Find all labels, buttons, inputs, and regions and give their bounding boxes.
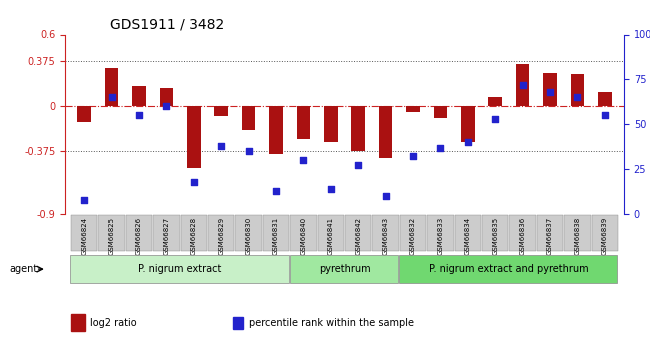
Text: GSM66839: GSM66839 <box>602 217 608 255</box>
Point <box>298 157 309 163</box>
Point <box>380 193 391 199</box>
Point <box>572 95 582 100</box>
Point <box>517 82 528 88</box>
Bar <box>105 68 118 106</box>
Point <box>243 148 254 154</box>
Bar <box>352 106 365 150</box>
FancyBboxPatch shape <box>399 255 618 283</box>
Text: GSM66838: GSM66838 <box>575 217 580 255</box>
FancyBboxPatch shape <box>98 215 125 251</box>
Text: GSM66843: GSM66843 <box>383 217 389 255</box>
Text: GSM66824: GSM66824 <box>81 217 87 255</box>
Bar <box>71 314 84 331</box>
Text: GSM66835: GSM66835 <box>492 217 498 255</box>
Text: log2 ratio: log2 ratio <box>90 318 136 327</box>
Point <box>353 163 363 168</box>
Text: GSM66837: GSM66837 <box>547 217 553 255</box>
FancyBboxPatch shape <box>153 215 179 251</box>
Bar <box>159 88 174 106</box>
Point <box>134 112 144 118</box>
FancyBboxPatch shape <box>290 255 398 283</box>
Text: GSM66840: GSM66840 <box>300 217 306 255</box>
Bar <box>132 86 146 106</box>
Text: pyrethrum: pyrethrum <box>318 264 370 274</box>
Point <box>436 145 446 150</box>
Point <box>188 179 199 184</box>
Bar <box>187 106 201 168</box>
Bar <box>269 106 283 154</box>
Bar <box>242 106 255 130</box>
FancyBboxPatch shape <box>372 215 398 251</box>
FancyBboxPatch shape <box>70 255 289 283</box>
Point <box>107 95 117 100</box>
Text: GSM66826: GSM66826 <box>136 217 142 255</box>
Text: P. nigrum extract and pyrethrum: P. nigrum extract and pyrethrum <box>429 264 589 274</box>
Point <box>216 143 226 148</box>
FancyBboxPatch shape <box>454 215 481 251</box>
FancyBboxPatch shape <box>400 215 426 251</box>
Bar <box>571 74 584 106</box>
FancyBboxPatch shape <box>537 215 563 251</box>
FancyBboxPatch shape <box>291 215 317 251</box>
Text: GSM66834: GSM66834 <box>465 217 471 255</box>
Text: GSM66831: GSM66831 <box>273 217 279 255</box>
FancyBboxPatch shape <box>71 215 97 251</box>
Bar <box>515 65 530 106</box>
Text: P. nigrum extract: P. nigrum extract <box>138 264 222 274</box>
Bar <box>233 317 242 329</box>
Text: GSM66842: GSM66842 <box>355 217 361 255</box>
FancyBboxPatch shape <box>126 215 152 251</box>
Point <box>79 197 90 202</box>
Bar <box>461 106 474 142</box>
Bar <box>379 106 393 158</box>
Text: GSM66833: GSM66833 <box>437 217 443 255</box>
Bar <box>406 106 420 112</box>
FancyBboxPatch shape <box>427 215 454 251</box>
Bar <box>77 106 91 122</box>
FancyBboxPatch shape <box>510 215 536 251</box>
Text: percentile rank within the sample: percentile rank within the sample <box>250 318 415 327</box>
Point <box>599 112 610 118</box>
FancyBboxPatch shape <box>592 215 618 251</box>
FancyBboxPatch shape <box>263 215 289 251</box>
FancyBboxPatch shape <box>181 215 207 251</box>
Text: GSM66832: GSM66832 <box>410 217 416 255</box>
FancyBboxPatch shape <box>208 215 235 251</box>
FancyBboxPatch shape <box>235 215 262 251</box>
Point <box>161 104 172 109</box>
Text: GSM66836: GSM66836 <box>519 217 526 255</box>
Point <box>271 188 281 193</box>
Bar <box>214 106 228 116</box>
Bar <box>543 73 557 106</box>
Point <box>545 89 555 95</box>
Bar <box>598 92 612 106</box>
Text: GSM66825: GSM66825 <box>109 217 114 255</box>
Point <box>490 116 501 121</box>
Text: GSM66827: GSM66827 <box>163 217 170 255</box>
Bar <box>296 106 310 139</box>
Bar <box>488 97 502 106</box>
Text: GSM66830: GSM66830 <box>246 217 252 255</box>
Text: GSM66841: GSM66841 <box>328 217 334 255</box>
Point <box>463 139 473 145</box>
FancyBboxPatch shape <box>318 215 344 251</box>
FancyBboxPatch shape <box>345 215 371 251</box>
Text: GSM66829: GSM66829 <box>218 217 224 255</box>
Bar <box>434 106 447 118</box>
Text: GSM66828: GSM66828 <box>191 217 197 255</box>
Point <box>408 154 418 159</box>
Text: GDS1911 / 3482: GDS1911 / 3482 <box>110 18 224 32</box>
Point <box>326 186 336 191</box>
Text: agent: agent <box>10 264 38 274</box>
FancyBboxPatch shape <box>564 215 591 251</box>
Bar <box>324 106 337 142</box>
FancyBboxPatch shape <box>482 215 508 251</box>
